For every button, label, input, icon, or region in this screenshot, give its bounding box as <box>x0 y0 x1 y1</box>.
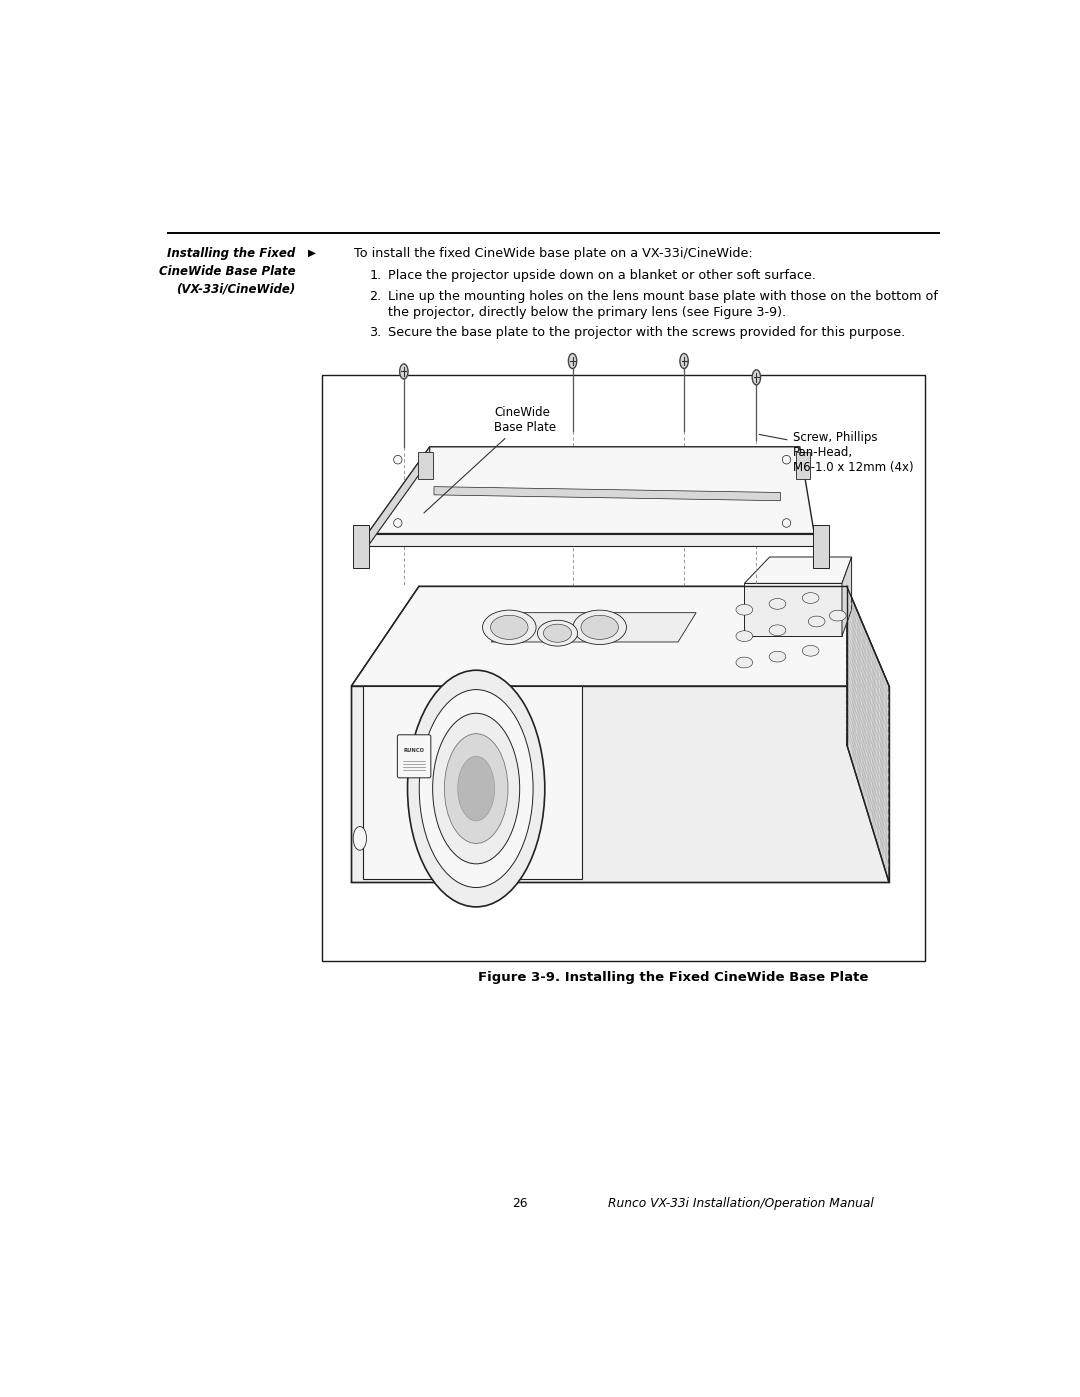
Text: Screw, Phillips
Pan-Head,
M6-1.0 x 12mm (4x): Screw, Phillips Pan-Head, M6-1.0 x 12mm … <box>759 430 914 474</box>
Text: Secure the base plate to the projector with the screws provided for this purpose: Secure the base plate to the projector w… <box>388 326 905 338</box>
Text: Runco VX-33i Installation/Operation Manual: Runco VX-33i Installation/Operation Manu… <box>608 1197 874 1210</box>
Ellipse shape <box>782 455 791 464</box>
Text: To install the fixed CineWide base plate on a VX-33i/CineWide:: To install the fixed CineWide base plate… <box>354 247 753 260</box>
Ellipse shape <box>458 756 495 821</box>
Text: (VX-33i/CineWide): (VX-33i/CineWide) <box>176 282 296 296</box>
Ellipse shape <box>393 518 402 527</box>
Ellipse shape <box>808 616 825 627</box>
Text: Place the projector upside down on a blanket or other soft surface.: Place the projector upside down on a bla… <box>388 268 815 282</box>
Ellipse shape <box>538 620 578 645</box>
Ellipse shape <box>769 624 786 636</box>
Ellipse shape <box>735 605 753 615</box>
Ellipse shape <box>680 353 688 369</box>
Ellipse shape <box>802 592 819 604</box>
Ellipse shape <box>433 714 519 863</box>
Ellipse shape <box>752 370 760 386</box>
Polygon shape <box>351 587 889 686</box>
Ellipse shape <box>444 733 508 844</box>
Polygon shape <box>491 613 697 643</box>
Text: 1.: 1. <box>369 268 381 282</box>
Ellipse shape <box>769 651 786 662</box>
Ellipse shape <box>353 827 366 851</box>
Polygon shape <box>367 447 430 546</box>
Ellipse shape <box>802 645 819 657</box>
Polygon shape <box>796 453 810 479</box>
Ellipse shape <box>735 657 753 668</box>
Polygon shape <box>744 584 842 636</box>
Bar <box>323 376 926 961</box>
Polygon shape <box>434 486 781 500</box>
Ellipse shape <box>769 598 786 609</box>
Text: RUNCO: RUNCO <box>404 749 424 753</box>
Text: Installing the Fixed: Installing the Fixed <box>167 247 296 260</box>
Ellipse shape <box>483 610 536 644</box>
Polygon shape <box>352 525 369 569</box>
FancyBboxPatch shape <box>397 735 431 778</box>
Ellipse shape <box>829 610 846 622</box>
Polygon shape <box>744 557 852 584</box>
Polygon shape <box>351 686 889 883</box>
Polygon shape <box>367 447 814 534</box>
Text: the projector, directly below the primary lens (see Figure 3-9).: the projector, directly below the primar… <box>388 306 786 319</box>
Polygon shape <box>842 557 852 636</box>
Polygon shape <box>847 587 889 883</box>
Ellipse shape <box>572 610 626 644</box>
Polygon shape <box>367 534 814 546</box>
Ellipse shape <box>393 455 402 464</box>
Text: Figure 3-9. Installing the Fixed CineWide Base Plate: Figure 3-9. Installing the Fixed CineWid… <box>478 971 868 983</box>
Ellipse shape <box>400 365 408 379</box>
Text: CineWide
Base Plate: CineWide Base Plate <box>424 407 556 513</box>
Text: 2.: 2. <box>369 291 381 303</box>
Polygon shape <box>418 453 433 479</box>
Ellipse shape <box>581 615 619 640</box>
Ellipse shape <box>735 631 753 641</box>
Text: CineWide Base Plate: CineWide Base Plate <box>159 265 296 278</box>
Ellipse shape <box>543 624 571 643</box>
Text: ▶: ▶ <box>308 247 316 257</box>
Text: 26: 26 <box>512 1197 528 1210</box>
Text: Line up the mounting holes on the lens mount base plate with those on the bottom: Line up the mounting holes on the lens m… <box>388 291 937 303</box>
Ellipse shape <box>407 671 544 907</box>
Polygon shape <box>812 525 829 569</box>
Text: 3.: 3. <box>369 326 381 338</box>
Ellipse shape <box>419 690 534 887</box>
Ellipse shape <box>782 518 791 527</box>
Ellipse shape <box>490 615 528 640</box>
Polygon shape <box>364 686 582 880</box>
Ellipse shape <box>568 353 577 369</box>
